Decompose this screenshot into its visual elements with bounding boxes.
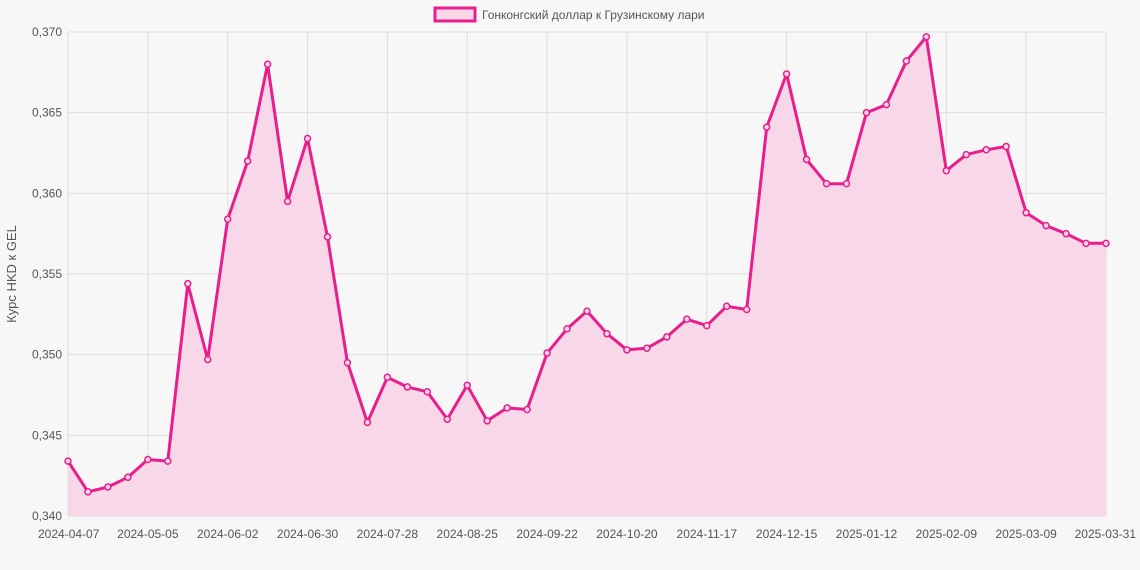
data-point[interactable] (383, 373, 392, 382)
y-tick-label: 0,355 (32, 267, 62, 281)
series-points (64, 33, 1110, 496)
data-point[interactable] (443, 415, 452, 423)
data-point[interactable] (603, 329, 611, 338)
data-point[interactable] (703, 321, 711, 330)
y-tick-label: 0,340 (32, 509, 62, 523)
y-tick-label: 0,360 (32, 186, 62, 200)
y-tick-label: 0,345 (32, 428, 62, 442)
data-point[interactable] (483, 417, 491, 425)
x-tick-label: 2024-12-15 (756, 527, 818, 541)
x-tick-label: 2024-05-05 (117, 527, 179, 541)
data-point[interactable] (1082, 239, 1090, 248)
data-point[interactable] (243, 157, 252, 165)
data-point[interactable] (962, 150, 971, 159)
y-tick-label: 0,350 (32, 348, 62, 362)
data-point[interactable] (902, 57, 911, 65)
x-tick-label: 2025-01-12 (836, 527, 898, 541)
data-point[interactable] (144, 455, 152, 464)
x-tick-label: 2024-06-02 (197, 527, 259, 541)
data-point[interactable] (343, 358, 352, 367)
data-point[interactable] (104, 483, 112, 491)
x-tick-label: 2024-10-20 (596, 527, 658, 541)
data-point[interactable] (223, 215, 232, 223)
data-point[interactable] (323, 233, 332, 241)
data-point[interactable] (643, 344, 651, 352)
legend[interactable]: Гонконгский доллар к Грузинскому лари (433, 6, 705, 23)
series-area-fill (68, 36, 1106, 517)
data-point[interactable] (423, 388, 432, 396)
data-point[interactable] (842, 179, 851, 188)
data-point[interactable] (942, 166, 951, 175)
y-axis-ticks: 0,340 0,345 0,350 0,355 0,360 0,365 0,370 (32, 25, 62, 523)
data-point[interactable] (303, 134, 312, 143)
data-point[interactable] (762, 123, 771, 131)
data-point[interactable] (164, 457, 172, 465)
data-point[interactable] (623, 346, 631, 354)
data-point[interactable] (882, 100, 891, 109)
data-point[interactable] (583, 307, 591, 315)
data-point[interactable] (1062, 229, 1070, 238)
data-point[interactable] (802, 155, 811, 164)
data-point[interactable] (363, 418, 372, 427)
x-tick-label: 2025-02-09 (916, 527, 978, 541)
data-point[interactable] (1102, 239, 1110, 248)
data-point[interactable] (722, 302, 731, 311)
x-tick-label: 2024-04-07 (38, 527, 100, 541)
data-point[interactable] (782, 70, 791, 78)
legend-label[interactable]: Гонконгский доллар к Грузинскому лари (482, 8, 705, 22)
data-point[interactable] (683, 315, 691, 323)
x-tick-label: 2024-09-22 (516, 527, 578, 541)
data-point[interactable] (124, 473, 132, 482)
x-tick-label: 2025-03-09 (995, 527, 1057, 541)
x-tick-label: 2024-07-28 (357, 527, 419, 541)
data-point[interactable] (64, 457, 72, 465)
data-point[interactable] (503, 404, 511, 412)
data-point[interactable] (1022, 208, 1030, 217)
data-point[interactable] (1042, 221, 1050, 230)
x-tick-label: 2024-08-25 (437, 527, 499, 541)
data-point[interactable] (523, 405, 531, 414)
x-tick-label: 2024-06-30 (277, 527, 339, 541)
data-point[interactable] (822, 179, 831, 188)
x-tick-label: 2025-03-31 (1075, 527, 1137, 541)
data-point[interactable] (862, 108, 871, 117)
data-point[interactable] (463, 381, 471, 390)
data-point[interactable] (203, 355, 212, 364)
data-point[interactable] (1002, 142, 1010, 151)
data-point[interactable] (982, 146, 990, 154)
data-point[interactable] (922, 33, 931, 41)
x-tick-label: 2024-11-17 (677, 527, 738, 541)
y-tick-label: 0,365 (32, 106, 62, 120)
y-tick-label: 0,370 (32, 25, 62, 39)
data-point[interactable] (663, 333, 671, 341)
data-point[interactable] (543, 349, 551, 357)
data-point[interactable] (403, 383, 412, 391)
data-point[interactable] (184, 279, 192, 288)
data-point[interactable] (283, 197, 292, 206)
legend-swatch[interactable] (433, 6, 477, 23)
data-point[interactable] (84, 488, 92, 496)
y-axis-title: Курс HKD к GEL (4, 225, 19, 323)
x-axis-ticks: 2024-04-07 2024-05-05 2024-06-02 2024-06-30… (38, 527, 1136, 541)
data-point[interactable] (742, 305, 751, 314)
data-point[interactable] (263, 60, 272, 69)
data-point[interactable] (563, 325, 571, 333)
